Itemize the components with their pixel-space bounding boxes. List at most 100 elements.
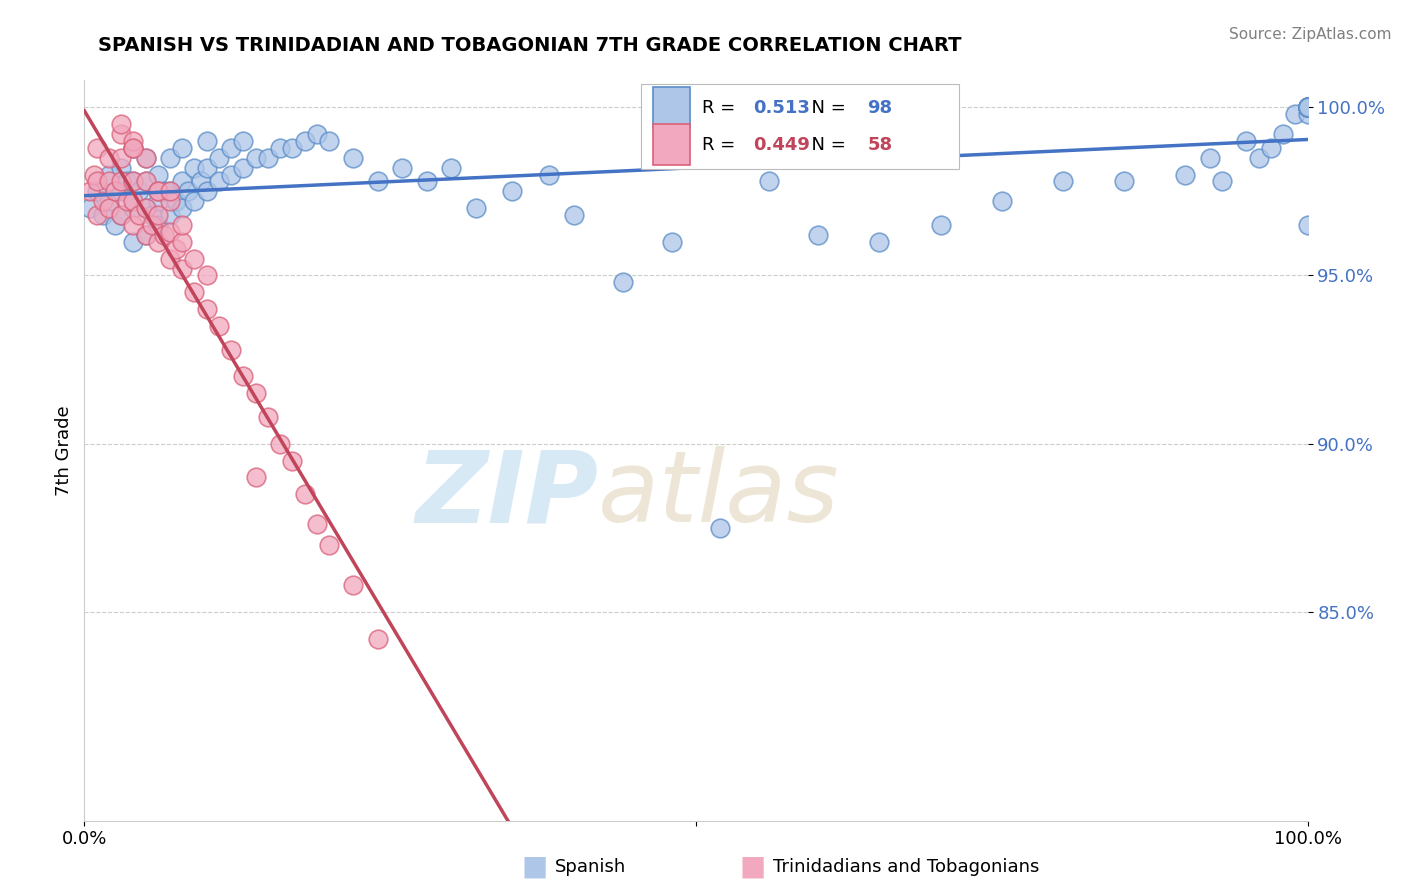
Point [929,218,952,232]
Point [135,174,157,188]
Point [257,151,280,165]
Point [219,168,242,182]
Point [208,174,231,188]
Point [115,194,138,209]
Point [146,185,169,199]
Point [318,538,340,552]
Point [104,185,127,199]
Text: Trinidadians and Tobagonians: Trinidadians and Tobagonians [773,858,1039,876]
Point [1260,140,1282,154]
Text: atlas: atlas [598,446,839,543]
Text: N =: N = [800,136,852,153]
Point [172,235,194,249]
Point [1296,100,1319,114]
Point [195,134,218,148]
Point [146,185,169,199]
Point [159,194,181,209]
Point [91,208,114,222]
Point [141,208,163,222]
Point [416,174,439,188]
Point [183,252,205,266]
Point [159,185,181,199]
Point [159,225,181,239]
Point [79,201,101,215]
Text: N =: N = [800,99,852,117]
Point [110,151,132,165]
Point [612,275,634,289]
Point [110,174,132,188]
Point [91,194,114,209]
Point [1296,100,1319,114]
Point [122,218,145,232]
Point [807,228,830,243]
Point [1296,100,1319,114]
Point [110,161,132,175]
Point [342,151,364,165]
Text: ■: ■ [740,853,765,881]
Point [122,140,145,154]
Point [232,134,254,148]
Point [172,201,194,215]
Point [153,185,176,199]
Point [1284,107,1306,121]
Point [141,218,163,232]
Point [97,201,120,215]
Point [110,117,132,131]
Point [146,218,169,232]
Point [172,174,194,188]
Point [122,174,145,188]
Point [159,151,181,165]
Point [195,161,218,175]
Point [257,409,280,424]
Point [1296,100,1319,114]
Point [281,140,304,154]
Point [97,174,120,188]
Point [1296,100,1319,114]
Point [97,151,120,165]
Point [269,436,291,450]
Point [1236,134,1258,148]
Point [1296,100,1319,114]
Point [195,302,218,317]
Point [135,201,157,215]
Point [165,194,187,209]
Point [1211,174,1233,188]
Point [122,174,145,188]
Text: Source: ZipAtlas.com: Source: ZipAtlas.com [1229,27,1392,42]
Point [538,168,561,182]
Point [245,470,267,484]
Point [440,161,463,175]
Point [1296,100,1319,114]
Point [122,194,145,209]
Point [269,140,291,154]
Point [159,208,181,222]
Point [318,134,340,148]
Point [1296,100,1319,114]
FancyBboxPatch shape [641,84,959,169]
Point [869,235,891,249]
Point [245,151,267,165]
Point [79,185,101,199]
Point [1296,218,1319,232]
Point [172,140,194,154]
Point [208,151,231,165]
Text: R =: R = [702,99,741,117]
Point [294,134,316,148]
Point [232,161,254,175]
Bar [654,124,690,165]
Point [135,174,157,188]
Point [128,208,150,222]
Text: SPANISH VS TRINIDADIAN AND TOBAGONIAN 7TH GRADE CORRELATION CHART: SPANISH VS TRINIDADIAN AND TOBAGONIAN 7T… [98,36,962,54]
Point [1296,100,1319,114]
Point [219,140,242,154]
Point [1296,100,1319,114]
Point [122,140,145,154]
Point [122,235,145,249]
Point [562,208,585,222]
Point [195,185,218,199]
Point [305,517,328,532]
Point [1198,151,1220,165]
Point [1114,174,1136,188]
Point [110,127,132,141]
Point [190,174,212,188]
